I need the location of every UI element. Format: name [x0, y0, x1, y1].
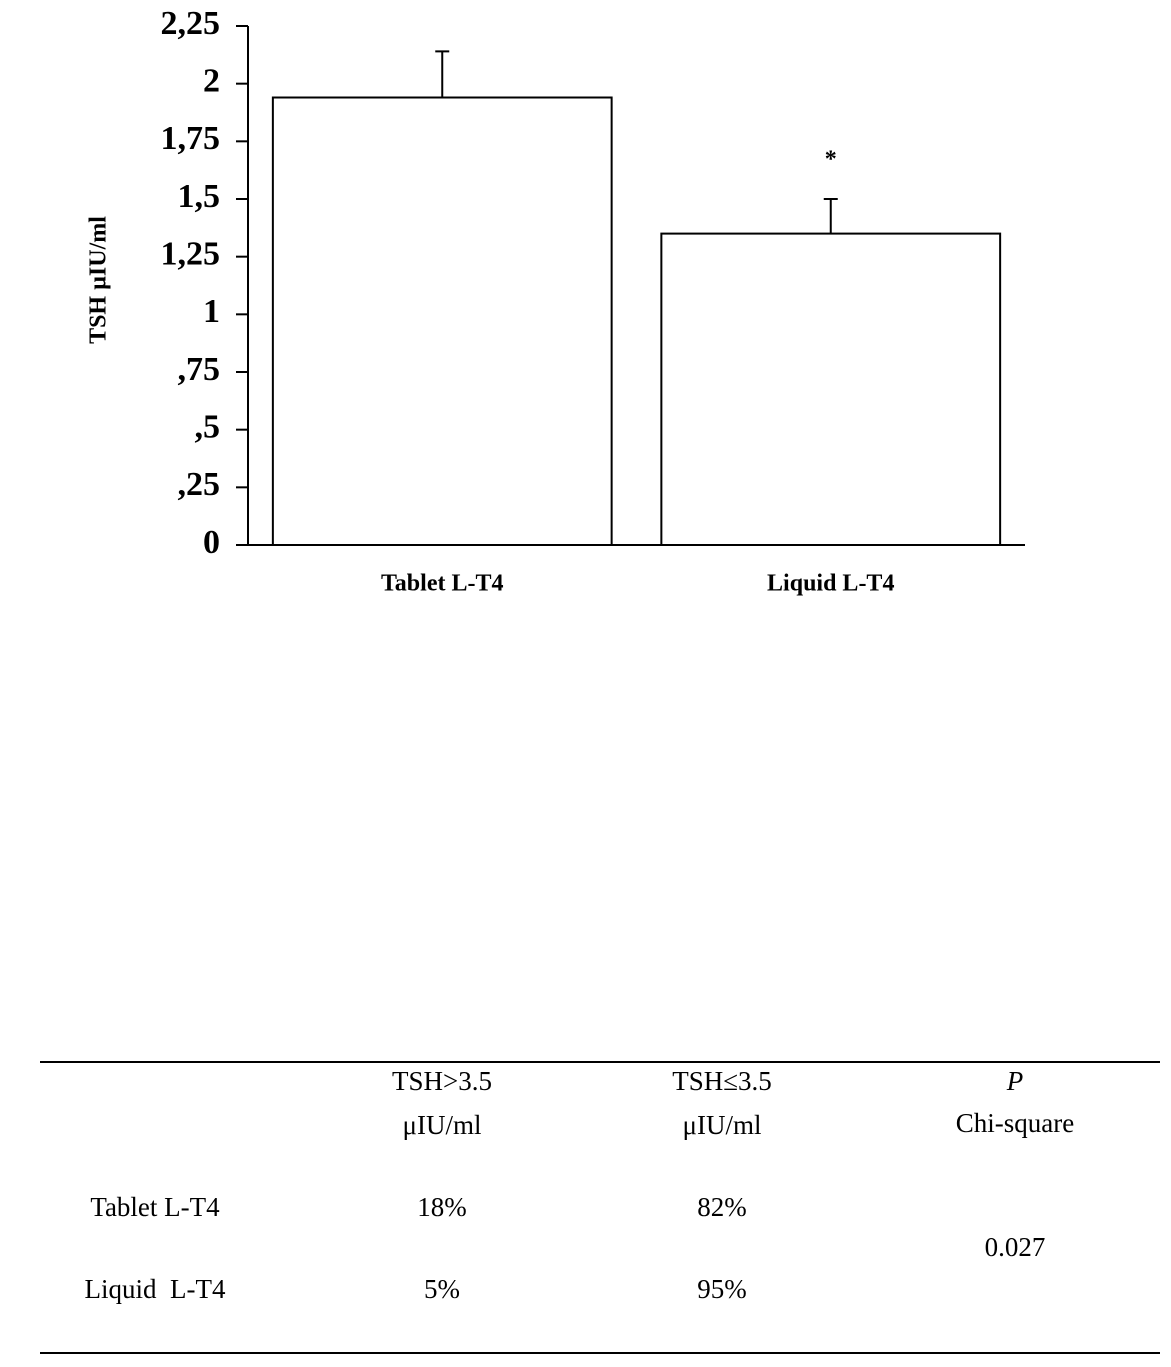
cell: 5% [424, 1274, 460, 1304]
column-header: TSH>3.5 [392, 1066, 492, 1096]
bar [271, 96, 613, 547]
cell: 82% [697, 1192, 747, 1222]
column-header: μIU/ml [403, 1110, 482, 1140]
y-tick-label: 2 [203, 62, 220, 99]
y-tick-label: ,25 [178, 466, 221, 503]
y-tick-label: 1 [203, 293, 220, 330]
y-tick-label: ,75 [178, 351, 221, 388]
annotation: * [825, 147, 837, 173]
y-tick-label: 0 [203, 524, 220, 561]
y-axis-label: TSH µIU/ml [86, 216, 112, 344]
x-tick-label: Tablet L-T4 [381, 571, 503, 597]
error-bar [823, 198, 838, 234]
y-tick-label: 1,5 [178, 178, 221, 215]
y-tick-label: 1,25 [161, 235, 221, 272]
x-tick-label: Liquid L-T4 [767, 571, 894, 597]
p-value: 0.027 [985, 1232, 1046, 1262]
column-header: Chi-square [956, 1108, 1074, 1138]
column-header: μIU/ml [683, 1110, 762, 1140]
error-bar [435, 50, 450, 98]
y-tick-label: ,5 [195, 408, 221, 445]
cell: 95% [697, 1274, 747, 1304]
column-header: TSH≤3.5 [672, 1066, 772, 1096]
column-header: P [1006, 1066, 1024, 1096]
cell: 18% [417, 1192, 467, 1222]
bar [660, 232, 1002, 546]
row-label: Liquid L-T4 [85, 1274, 226, 1304]
y-tick-label: 1,75 [161, 120, 221, 157]
y-tick-label: 2,25 [161, 5, 221, 42]
row-label: Tablet L-T4 [90, 1192, 220, 1222]
